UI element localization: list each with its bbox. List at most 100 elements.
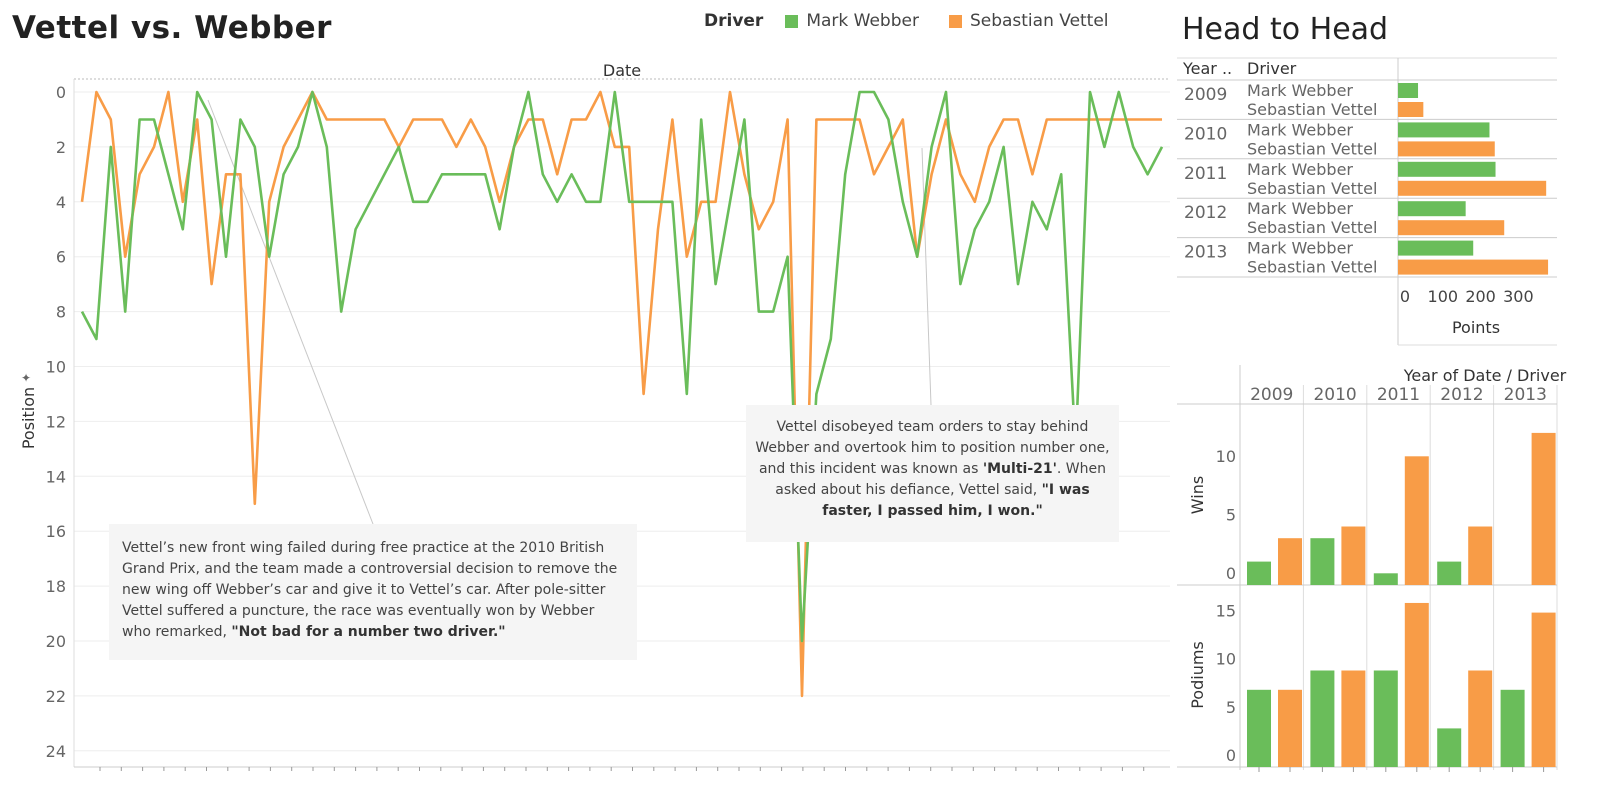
- data-point-vettel[interactable]: [974, 201, 976, 203]
- wp-bar-podiums-webber-2011[interactable]: [1373, 670, 1398, 768]
- data-point-webber[interactable]: [196, 91, 198, 93]
- data-point-vettel[interactable]: [398, 146, 400, 148]
- data-point-vettel[interactable]: [268, 201, 270, 203]
- data-point-vettel[interactable]: [95, 91, 97, 93]
- data-point-webber[interactable]: [441, 173, 443, 175]
- data-point-webber[interactable]: [527, 91, 529, 93]
- data-point-webber[interactable]: [1118, 91, 1120, 93]
- data-point-vettel[interactable]: [729, 91, 731, 93]
- data-point-webber[interactable]: [945, 91, 947, 93]
- data-point-webber[interactable]: [210, 118, 212, 120]
- data-point-webber[interactable]: [1060, 173, 1062, 175]
- data-point-webber[interactable]: [340, 310, 342, 312]
- wp-bar-wins-webber-2012[interactable]: [1437, 561, 1462, 585]
- data-point-vettel[interactable]: [1046, 118, 1048, 120]
- data-point-vettel[interactable]: [182, 201, 184, 203]
- data-point-vettel[interactable]: [340, 118, 342, 120]
- data-point-webber[interactable]: [1161, 146, 1163, 148]
- data-point-vettel[interactable]: [758, 228, 760, 230]
- h2h-bar-webber-2009[interactable]: [1398, 83, 1419, 98]
- data-point-vettel[interactable]: [527, 118, 529, 120]
- data-point-vettel[interactable]: [1031, 173, 1033, 175]
- data-point-webber[interactable]: [599, 201, 601, 203]
- data-point-vettel[interactable]: [297, 118, 299, 120]
- h2h-bar-webber-2011[interactable]: [1398, 161, 1496, 177]
- data-point-vettel[interactable]: [743, 173, 745, 175]
- data-point-webber[interactable]: [729, 201, 731, 203]
- wp-bar-podiums-webber-2009[interactable]: [1247, 689, 1271, 767]
- data-point-webber[interactable]: [1017, 283, 1019, 285]
- data-point-vettel[interactable]: [1161, 118, 1163, 120]
- data-point-vettel[interactable]: [772, 201, 774, 203]
- wp-bar-podiums-webber-2012[interactable]: [1437, 728, 1462, 767]
- data-point-vettel[interactable]: [542, 118, 544, 120]
- data-point-vettel[interactable]: [470, 118, 472, 120]
- data-point-vettel[interactable]: [916, 256, 918, 258]
- data-point-webber[interactable]: [556, 201, 558, 203]
- data-point-webber[interactable]: [326, 146, 328, 148]
- h2h-bar-webber-2013[interactable]: [1398, 240, 1474, 256]
- data-point-vettel[interactable]: [426, 118, 428, 120]
- data-point-webber[interactable]: [1146, 173, 1148, 175]
- data-point-webber[interactable]: [225, 256, 227, 258]
- data-point-webber[interactable]: [239, 118, 241, 120]
- data-point-webber[interactable]: [1002, 146, 1004, 148]
- data-point-webber[interactable]: [844, 173, 846, 175]
- wp-bar-wins-webber-2010[interactable]: [1310, 538, 1335, 585]
- data-point-webber[interactable]: [974, 228, 976, 230]
- legend-item-vettel[interactable]: Sebastian Vettel: [948, 11, 1109, 31]
- data-point-webber[interactable]: [297, 146, 299, 148]
- data-point-vettel[interactable]: [282, 146, 284, 148]
- data-point-vettel[interactable]: [570, 118, 572, 120]
- wp-bar-wins-vettel-2010[interactable]: [1341, 526, 1366, 586]
- data-point-vettel[interactable]: [628, 146, 630, 148]
- data-point-webber[interactable]: [1132, 146, 1134, 148]
- data-point-vettel[interactable]: [513, 146, 515, 148]
- wp-bar-wins-vettel-2009[interactable]: [1278, 538, 1302, 585]
- h2h-bar-vettel-2010[interactable]: [1398, 141, 1495, 157]
- data-point-webber[interactable]: [153, 118, 155, 120]
- data-point-vettel[interactable]: [254, 503, 256, 505]
- data-point-vettel[interactable]: [830, 118, 832, 120]
- pin-icon[interactable]: ✦: [21, 371, 31, 385]
- data-point-webber[interactable]: [686, 393, 688, 395]
- data-point-webber[interactable]: [498, 228, 500, 230]
- data-point-vettel[interactable]: [225, 173, 227, 175]
- data-point-vettel[interactable]: [700, 201, 702, 203]
- data-point-webber[interactable]: [815, 393, 817, 395]
- data-point-vettel[interactable]: [239, 173, 241, 175]
- data-point-webber[interactable]: [412, 201, 414, 203]
- legend-item-webber[interactable]: Mark Webber: [785, 11, 919, 31]
- data-point-vettel[interactable]: [786, 118, 788, 120]
- data-point-vettel[interactable]: [441, 118, 443, 120]
- data-point-webber[interactable]: [642, 201, 644, 203]
- data-point-webber[interactable]: [95, 338, 97, 340]
- data-point-vettel[interactable]: [455, 146, 457, 148]
- data-point-vettel[interactable]: [1002, 118, 1004, 120]
- data-point-webber[interactable]: [383, 173, 385, 175]
- wp-bar-wins-vettel-2011[interactable]: [1404, 456, 1429, 585]
- data-point-vettel[interactable]: [110, 118, 112, 120]
- data-point-webber[interactable]: [110, 146, 112, 148]
- h2h-bar-vettel-2012[interactable]: [1398, 220, 1505, 236]
- data-point-vettel[interactable]: [210, 283, 212, 285]
- data-point-webber[interactable]: [1031, 201, 1033, 203]
- data-point-webber[interactable]: [455, 173, 457, 175]
- data-point-webber[interactable]: [369, 201, 371, 203]
- series-line-webber[interactable]: [80, 90, 1164, 643]
- data-point-vettel[interactable]: [858, 118, 860, 120]
- data-point-vettel[interactable]: [945, 118, 947, 120]
- data-point-webber[interactable]: [657, 201, 659, 203]
- data-point-vettel[interactable]: [1103, 118, 1105, 120]
- data-point-vettel[interactable]: [815, 118, 817, 120]
- h2h-bar-vettel-2013[interactable]: [1398, 259, 1549, 275]
- data-point-webber[interactable]: [268, 256, 270, 258]
- h2h-bar-vettel-2009[interactable]: [1398, 102, 1424, 117]
- data-point-webber[interactable]: [542, 173, 544, 175]
- data-point-vettel[interactable]: [959, 173, 961, 175]
- data-point-vettel[interactable]: [81, 201, 83, 203]
- data-point-vettel[interactable]: [930, 173, 932, 175]
- data-point-vettel[interactable]: [988, 146, 990, 148]
- data-point-vettel[interactable]: [196, 118, 198, 120]
- data-point-webber[interactable]: [570, 173, 572, 175]
